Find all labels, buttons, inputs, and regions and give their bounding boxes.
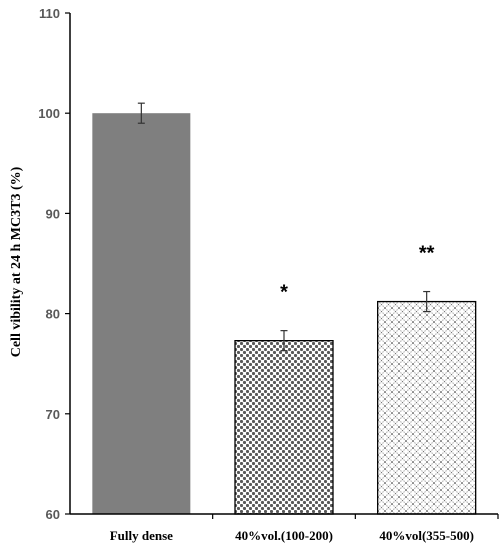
x-axis-ticks: Fully dense 40%vol.(100-200) 40%vol(355-50…	[110, 514, 499, 543]
error-bar	[423, 290, 431, 313]
y-tick-label: 60	[46, 507, 60, 522]
error-bar	[280, 330, 288, 352]
y-tick-label: 100	[38, 106, 60, 121]
y-tick-label: 80	[46, 307, 60, 322]
y-axis-ticks: 60 70 80 90 100 110	[38, 6, 70, 522]
significance-markers: ***	[280, 243, 435, 304]
bar	[92, 113, 191, 514]
significance-label: *	[280, 282, 288, 304]
category-label: 40%vol(355-500)	[379, 528, 474, 543]
bar	[234, 340, 334, 515]
error-bar	[137, 102, 145, 124]
category-label: 40%vol.(100-200)	[235, 528, 333, 543]
y-tick-label: 90	[46, 206, 60, 221]
bars	[92, 113, 477, 515]
y-tick-label: 70	[46, 407, 60, 422]
y-axis-title: Cell vibility at 24 h MC3T3 (%)	[9, 166, 24, 357]
error-bars	[137, 102, 431, 352]
y-tick-label: 110	[39, 6, 60, 21]
category-label: Fully dense	[110, 528, 173, 543]
bar	[377, 300, 477, 515]
significance-label: **	[419, 243, 435, 265]
